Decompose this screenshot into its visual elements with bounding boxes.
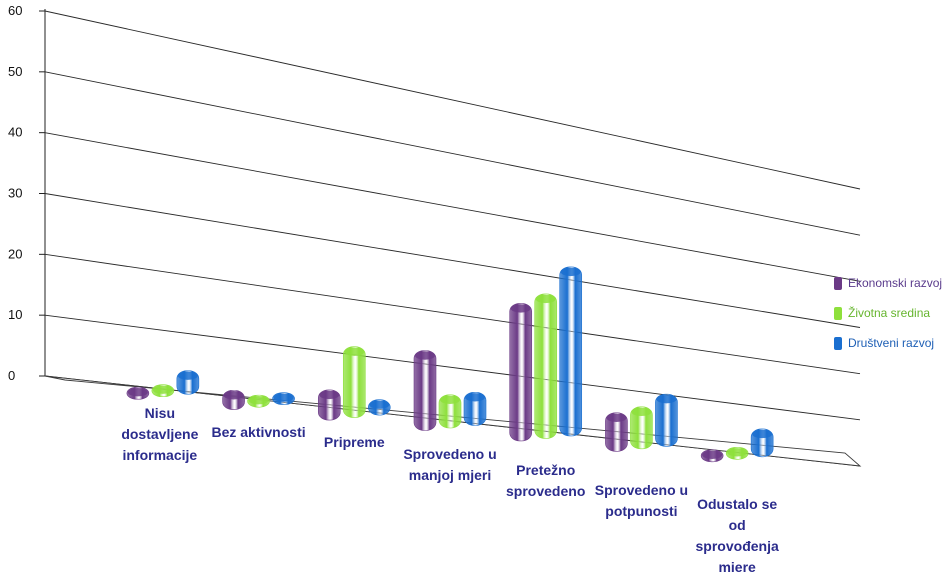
category-label-bez-aktivnosti: Bez aktivnosti xyxy=(204,422,314,443)
category-label-line: Sprovedeno u xyxy=(594,482,689,498)
legend-item-drustveni-razvoj: Društveni razvoj xyxy=(834,328,942,358)
bar-drustveni-razvoj-odustalo-se-od-sprovodenja-mjere xyxy=(750,428,774,458)
bar-drustveni-razvoj-pretezno-sprovedeno xyxy=(559,266,583,437)
category-label-sprovedeno-u-potpunosti: Sprovedeno u potpunosti xyxy=(586,480,696,522)
bar-ekonomski-razvoj-pretezno-sprovedeno xyxy=(509,303,533,442)
category-label-line: sprovedeno xyxy=(506,483,586,499)
bar-drustveni-razvoj-nisu-dostavljene-informacije xyxy=(176,370,200,395)
legend: Ekonomski razvoj Životna sredina Društve… xyxy=(834,268,942,358)
y-tick-label: 40 xyxy=(8,125,22,140)
category-label-line: Odustalo se xyxy=(697,496,778,512)
legend-label: Društveni razvoj xyxy=(848,336,935,350)
y-tick-label: 0 xyxy=(8,368,15,383)
bar-ekonomski-razvoj-pripreme xyxy=(317,389,341,421)
legend-item-zivotna-sredina: Životna sredina xyxy=(834,298,942,328)
legend-swatch-drustveni-razvoj xyxy=(834,336,842,350)
legend-label: Ekonomski razvoj xyxy=(848,276,943,290)
y-tick-label: 10 xyxy=(8,307,22,322)
category-label-line: dostavljene xyxy=(121,426,199,442)
bar-zivotna-sredina-pretezno-sprovedeno xyxy=(534,293,558,439)
bar-ekonomski-razvoj-bez-aktivnosti xyxy=(222,389,245,410)
category-label-line: manjoj mjeri xyxy=(408,467,492,483)
category-label-line: Sprovedeno u xyxy=(403,446,497,462)
bar-ekonomski-razvoj-odustalo-se-od-sprovodenja-mjere xyxy=(700,449,724,463)
bar-drustveni-razvoj-sprovedeno-u-potpunosti xyxy=(655,393,678,447)
category-label-sprovedeno-u-manjoj-mjeri: Sprovedeno u manjoj mjeri xyxy=(395,444,505,486)
bar-drustveni-razvoj-bez-aktivnosti xyxy=(272,392,295,405)
legend-item-ekonomski-razvoj: Ekonomski razvoj xyxy=(834,268,942,298)
gridline xyxy=(44,314,861,421)
bars xyxy=(126,266,774,463)
bar-zivotna-sredina-sprovedeno-u-potpunosti xyxy=(630,406,653,450)
y-tick-label: 30 xyxy=(8,186,22,201)
bar-ekonomski-razvoj-nisu-dostavljene-informacije xyxy=(126,386,150,400)
category-label-nisu-dostavljene-informacije: Nisu dostavljene informacije xyxy=(105,403,215,466)
category-label-line: Pretežno xyxy=(516,462,576,478)
bar-drustveni-razvoj-sprovedeno-u-manjoj-mjeri xyxy=(463,391,487,426)
bar-zivotna-sredina-bez-aktivnosti xyxy=(247,394,270,408)
legend-swatch-zivotna-sredina xyxy=(834,306,842,320)
bar-zivotna-sredina-sprovedeno-u-manjoj-mjeri xyxy=(438,394,462,429)
bar-drustveni-razvoj-pripreme xyxy=(367,399,391,416)
category-label-line: potpunosti xyxy=(605,503,678,519)
category-label-pretezno-sprovedeno: Pretežno sprovedeno xyxy=(491,460,601,502)
category-label-line: Pripreme xyxy=(323,434,385,450)
bar-zivotna-sredina-pripreme xyxy=(342,346,366,418)
gridline xyxy=(44,193,861,328)
category-label-odustalo-se-od-sprovodenja-mjere: Odustalo se od sprovođenja miere xyxy=(682,494,792,578)
y-tick-label: 20 xyxy=(8,246,22,261)
legend-label: Životna sredina xyxy=(848,306,931,320)
bar-ekonomski-razvoj-sprovedeno-u-manjoj-mjeri xyxy=(413,350,437,431)
gridline xyxy=(44,253,861,375)
bar-zivotna-sredina-nisu-dostavljene-informacije xyxy=(151,384,175,398)
category-label-line: Nisu xyxy=(144,405,176,421)
legend-swatch-ekonomski-razvoj xyxy=(834,276,842,290)
gridline xyxy=(44,10,861,190)
y-tick-label: 60 xyxy=(8,3,22,18)
category-label-line: informacije xyxy=(122,447,198,463)
category-label-line: Bez aktivnosti xyxy=(211,424,306,440)
category-label-line: od xyxy=(728,517,746,533)
category-label-pripreme: Pripreme xyxy=(299,432,409,453)
bar-ekonomski-razvoj-sprovedeno-u-potpunosti xyxy=(605,412,628,452)
category-label-line: miere xyxy=(718,559,756,575)
category-label-line: sprovođenja xyxy=(695,538,779,554)
y-tick-label: 50 xyxy=(8,64,22,79)
gridline xyxy=(44,71,861,236)
gridline xyxy=(44,132,861,282)
y-axis-ticks: 0 10 20 30 40 50 60 xyxy=(8,3,22,383)
bar-zivotna-sredina-odustalo-se-od-sprovodenja-mjere xyxy=(725,446,749,460)
